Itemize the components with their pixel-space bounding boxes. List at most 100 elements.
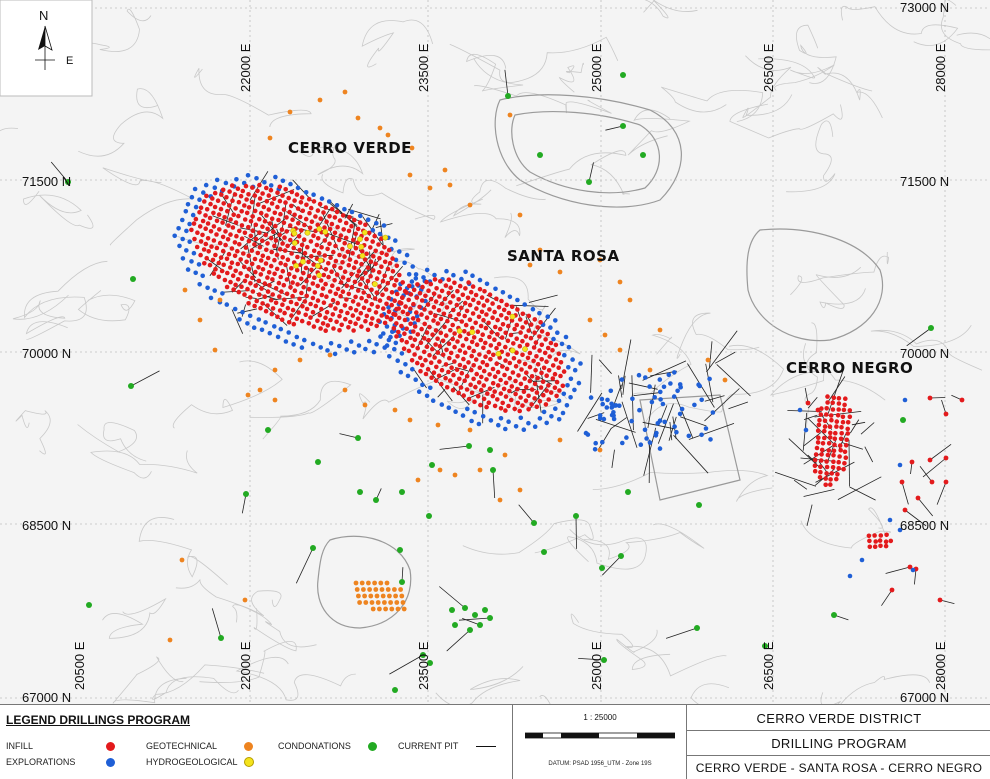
infill-collar: [250, 214, 255, 219]
infill-collar: [831, 407, 836, 412]
exploration-collar: [658, 377, 663, 382]
geotechnical-collar: [498, 498, 503, 503]
infill-collar: [339, 309, 344, 314]
exploration-collar: [568, 395, 573, 400]
condonation-collar: [482, 607, 488, 613]
infill-collar: [248, 281, 253, 286]
infill-collar: [868, 545, 873, 550]
infill-collar: [221, 188, 226, 193]
infill-collar: [240, 236, 245, 241]
exploration-collar: [605, 405, 610, 410]
condonation-collar: [429, 462, 435, 468]
infill-collar: [299, 200, 304, 205]
infill-collar: [452, 345, 457, 350]
infill-collar: [300, 319, 305, 324]
infill-collar: [549, 390, 554, 395]
infill-collar: [536, 362, 541, 367]
condonation-collar: [531, 520, 537, 526]
infill-collar: [429, 360, 434, 365]
drilling-map: 22000 E 23500 E 25000 E 26500 E 28000 E …: [0, 0, 990, 704]
infill-collar: [237, 229, 242, 234]
infill-collar: [422, 336, 427, 341]
infill-collar: [482, 397, 487, 402]
infill-collar: [319, 245, 324, 250]
condonation-collar: [487, 615, 493, 621]
infill-collar: [830, 401, 835, 406]
infill-collar: [250, 262, 255, 267]
infill-collar: [292, 198, 297, 203]
condonation-collar: [466, 443, 472, 449]
infill-collar: [377, 256, 382, 261]
infill-collar: [467, 346, 472, 351]
infill-collar: [278, 261, 283, 266]
infill-collar: [554, 357, 559, 362]
infill-collar: [225, 285, 230, 290]
infill-collar: [402, 331, 407, 336]
exploration-collar: [496, 423, 501, 428]
exploration-collar: [215, 178, 220, 183]
exploration-collar: [425, 268, 430, 273]
exploration-collar: [403, 362, 408, 367]
legend-box: LEGEND DRILLINGS PROGRAM INFILL EXPLORAT…: [0, 705, 512, 779]
infill-collar: [227, 252, 232, 257]
infill-collar: [515, 307, 520, 312]
infill-collar: [434, 286, 439, 291]
infill-collar: [396, 330, 401, 335]
geotechnical-collar: [503, 453, 508, 458]
infill-collar: [269, 250, 274, 255]
infill-collar: [332, 278, 337, 283]
infill-collar: [489, 343, 494, 348]
infill-collar: [244, 197, 249, 202]
infill-collar: [223, 229, 228, 234]
infill-collar: [243, 217, 248, 222]
infill-collar: [203, 226, 208, 231]
exploration-collar: [193, 271, 198, 276]
infill-collar: [269, 264, 274, 269]
infill-collar: [301, 209, 306, 214]
exploration-collar: [553, 318, 558, 323]
infill-collar: [468, 317, 473, 322]
infill-collar: [422, 322, 427, 327]
infill-collar: [211, 258, 216, 263]
infill-collar: [833, 431, 838, 436]
condonation-collar: [86, 602, 92, 608]
infill-collar: [341, 213, 346, 218]
infill-collar: [219, 192, 224, 197]
geotechnical-collar: [381, 594, 386, 599]
infill-collar: [843, 450, 848, 455]
condonation-collar: [694, 625, 700, 631]
infill-collar: [878, 544, 883, 549]
infill-collar: [504, 303, 509, 308]
infill-collar: [353, 280, 358, 285]
infill-collar: [510, 384, 515, 389]
infill-collar: [308, 226, 313, 231]
area-label-cerro-negro: CERRO NEGRO: [786, 359, 913, 377]
infill-collar: [837, 401, 842, 406]
infill-collar: [424, 372, 429, 377]
infill-collar: [341, 227, 346, 232]
infill-collar: [242, 203, 247, 208]
infill-collar: [321, 210, 326, 215]
infill-collar: [399, 324, 404, 329]
infill-collar: [426, 302, 431, 307]
infill-collar: [338, 218, 343, 223]
infill-collar: [409, 292, 414, 297]
exploration-collar: [637, 408, 642, 413]
infill-collar: [270, 292, 275, 297]
infill-collar: [839, 431, 844, 436]
infill-collar: [282, 311, 287, 316]
infill-collar: [530, 387, 535, 392]
infill-collar: [416, 332, 421, 337]
infill-collar: [845, 427, 850, 432]
infill-collar: [547, 368, 552, 373]
exploration-collar: [333, 352, 338, 357]
infill-collar: [478, 287, 483, 292]
infill-collar: [928, 396, 933, 401]
infill-collar: [321, 286, 326, 291]
infill-collar: [241, 251, 246, 256]
infill-collar: [553, 385, 558, 390]
geotechnical-collar: [518, 213, 523, 218]
geotechnical-collar: [438, 468, 443, 473]
infill-collar: [366, 265, 371, 270]
infill-collar: [228, 217, 233, 222]
